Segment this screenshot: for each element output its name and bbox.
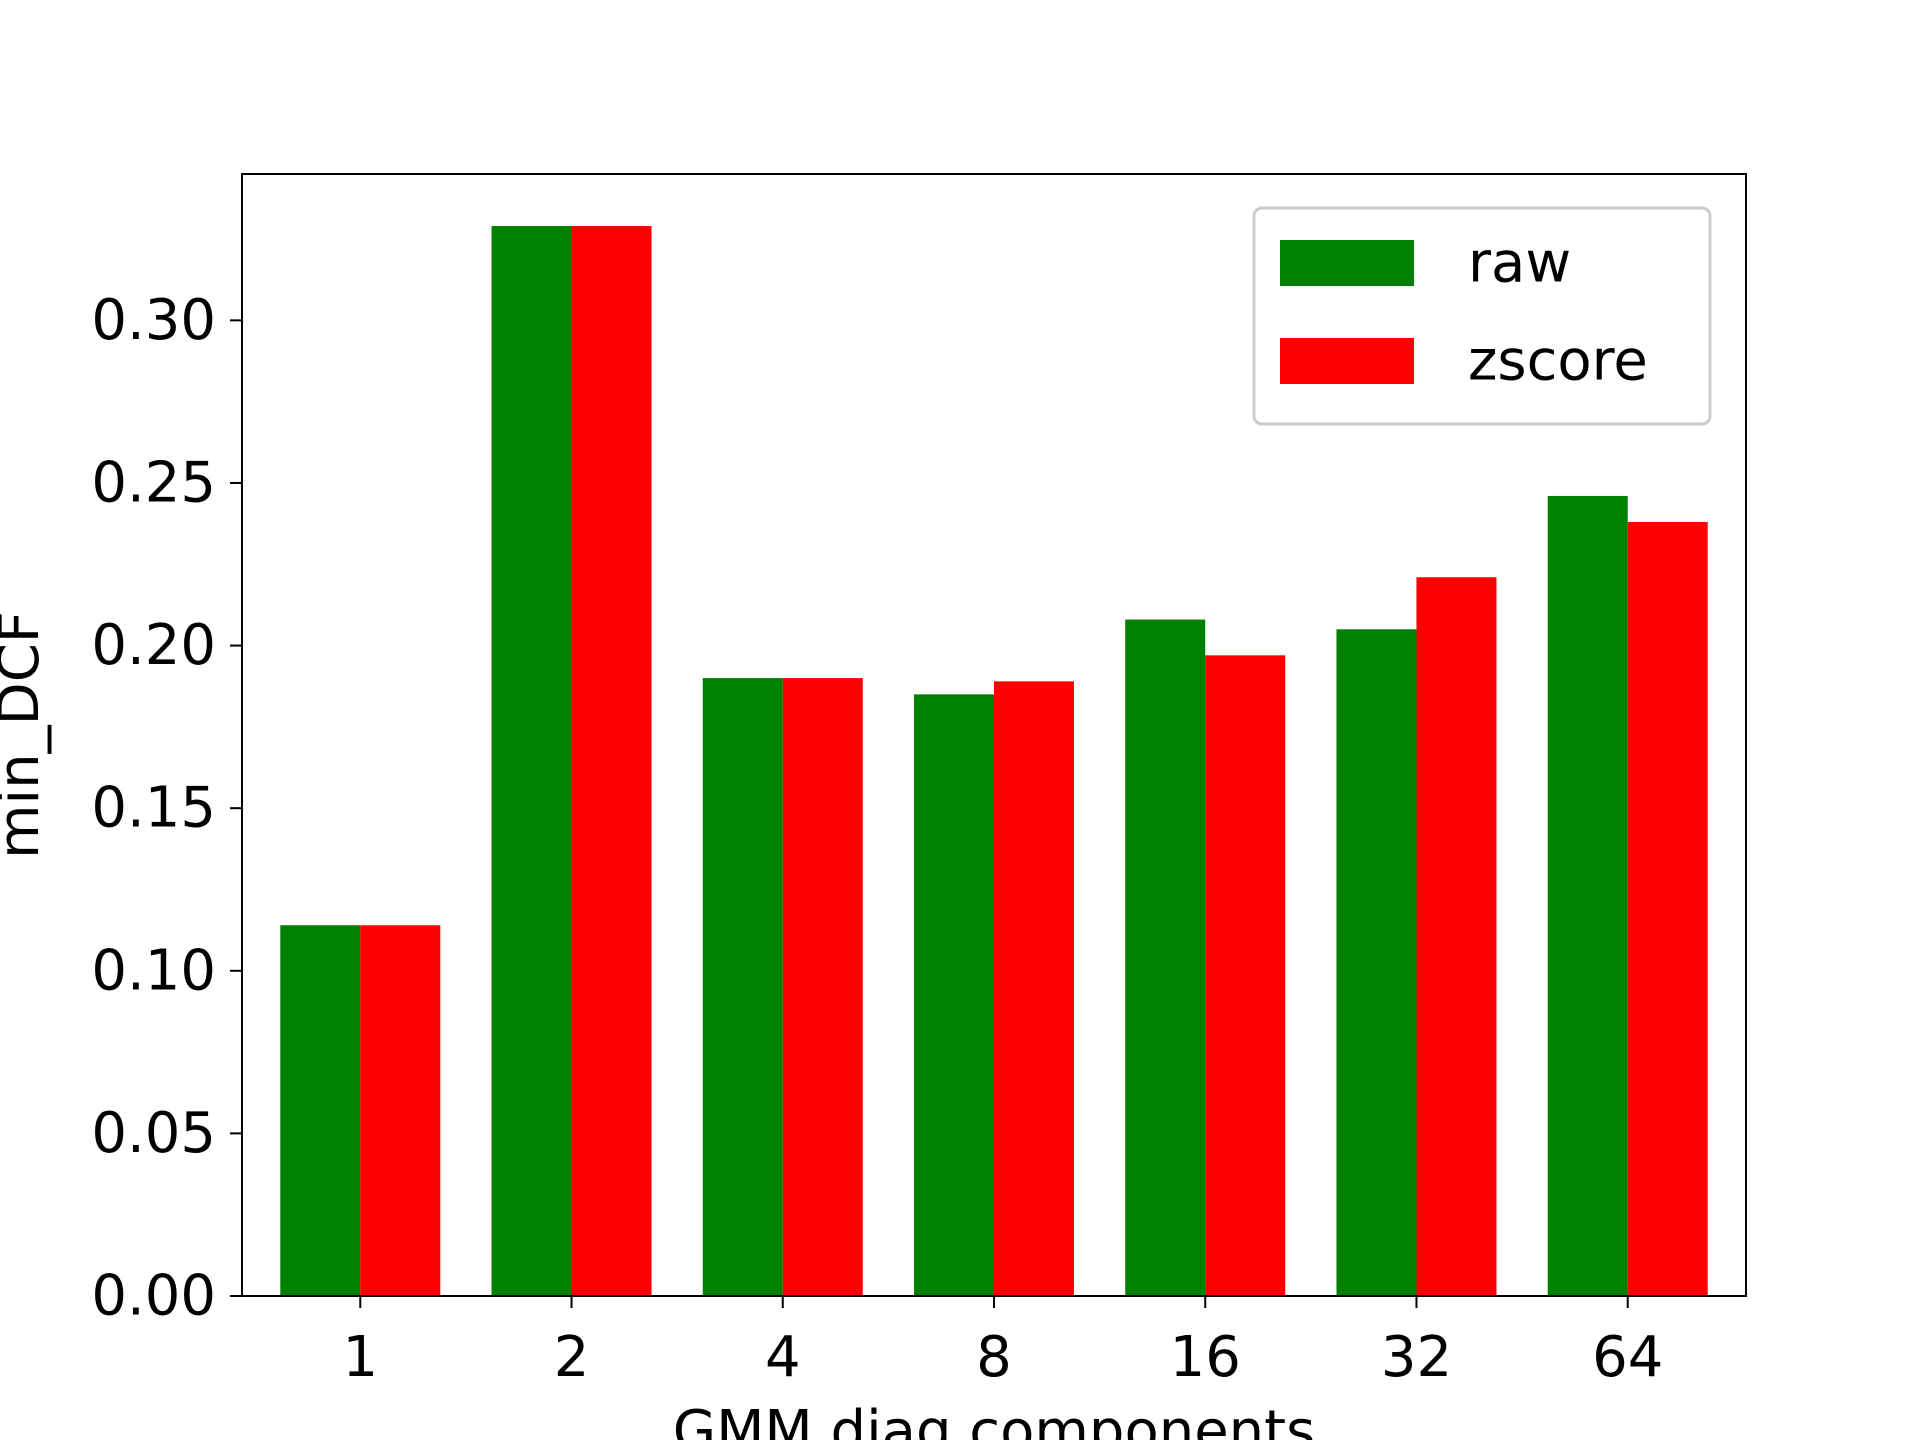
legend-label-zscore: zscore [1468, 329, 1648, 394]
y-tick-label: 0.05 [91, 1101, 216, 1166]
bar-zscore-1 [360, 925, 441, 1296]
y-tick-label: 0.25 [91, 450, 216, 515]
y-tick-label: 0.15 [91, 776, 216, 841]
bar-zscore-4 [782, 678, 863, 1296]
bar-raw-1 [280, 925, 361, 1296]
bar-raw-8 [914, 694, 994, 1296]
legend-swatch-raw [1280, 240, 1414, 286]
y-axis-ticks: 0.00 0.05 0.10 0.15 0.20 0.25 0.30 [91, 288, 242, 1329]
x-tick-label: 32 [1381, 1325, 1452, 1390]
x-tick-label: 16 [1170, 1325, 1241, 1390]
bar-raw-2 [491, 226, 572, 1296]
bar-zscore-32 [1416, 577, 1497, 1296]
x-tick-label: 8 [976, 1325, 1012, 1390]
x-axis-label: GMM diag components [673, 1399, 1316, 1440]
x-tick-label: 2 [554, 1325, 590, 1390]
bar-zscore-8 [994, 681, 1074, 1296]
bar-raw-32 [1336, 629, 1417, 1296]
legend-swatch-zscore [1280, 338, 1414, 384]
bar-raw-4 [702, 678, 783, 1296]
bar-raw-16 [1125, 619, 1206, 1296]
y-tick-label: 0.00 [91, 1264, 216, 1329]
legend: raw zscore [1252, 206, 1712, 426]
x-tick-label: 4 [765, 1325, 801, 1390]
bar-zscore-64 [1627, 521, 1708, 1296]
bars-layer [280, 226, 1708, 1296]
x-tick-label: 1 [342, 1325, 378, 1390]
bar-raw-64 [1547, 495, 1628, 1296]
x-axis-ticks: 1 2 4 8 16 32 64 [342, 1296, 1663, 1390]
bar-zscore-2 [571, 226, 652, 1296]
bar-zscore-16 [1205, 655, 1286, 1296]
y-tick-label: 0.30 [91, 288, 216, 353]
y-tick-label: 0.20 [91, 613, 216, 678]
legend-label-raw: raw [1468, 231, 1571, 296]
x-tick-label: 64 [1592, 1325, 1663, 1390]
y-tick-label: 0.10 [91, 938, 216, 1003]
y-axis-label: min_DCF [0, 611, 52, 859]
